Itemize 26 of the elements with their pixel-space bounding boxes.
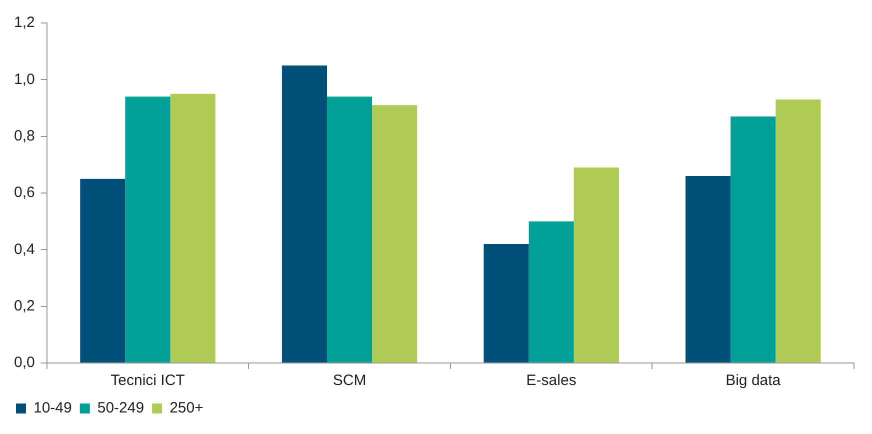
y-tick-label: 0,0 bbox=[14, 354, 35, 372]
y-tick-label: 0,4 bbox=[14, 240, 35, 258]
bar bbox=[327, 96, 372, 362]
x-tick-label: SCM bbox=[332, 372, 366, 390]
bar bbox=[484, 244, 529, 362]
y-tick-label: 0,6 bbox=[14, 184, 35, 202]
x-tick-label: Tecnici ICT bbox=[110, 372, 185, 390]
bar bbox=[372, 105, 418, 362]
x-tick-label: E-sales bbox=[526, 372, 576, 390]
y-tick-label: 0,2 bbox=[14, 297, 35, 314]
bar bbox=[125, 96, 170, 362]
bar bbox=[282, 66, 327, 362]
legend-label: 50-249 bbox=[97, 400, 144, 417]
bar bbox=[170, 94, 216, 362]
y-tick-label: 1,2 bbox=[14, 14, 35, 32]
y-tick-label: 1,0 bbox=[14, 70, 35, 88]
bar bbox=[80, 178, 126, 362]
legend-label: 10-49 bbox=[34, 400, 72, 417]
x-tick-label: Big data bbox=[726, 372, 782, 390]
y-tick-label: 0,8 bbox=[14, 127, 35, 144]
bar bbox=[776, 100, 821, 362]
bar bbox=[730, 116, 776, 362]
bar bbox=[528, 221, 574, 362]
bar bbox=[574, 168, 619, 362]
legend-label: 250+ bbox=[170, 400, 204, 417]
bar bbox=[686, 176, 731, 362]
